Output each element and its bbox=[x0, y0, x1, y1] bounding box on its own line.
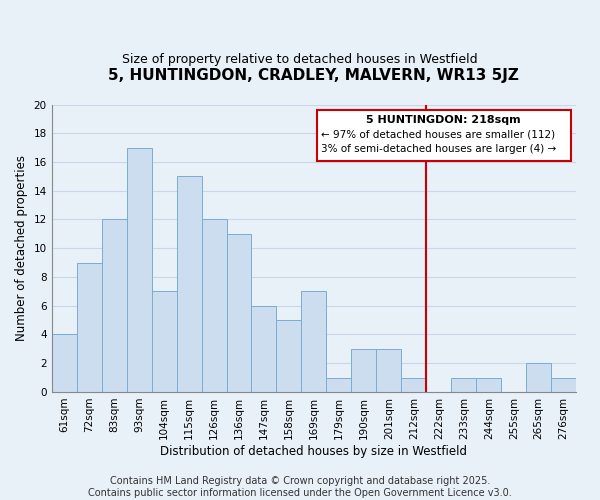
FancyBboxPatch shape bbox=[317, 110, 571, 160]
Text: Contains HM Land Registry data © Crown copyright and database right 2025.
Contai: Contains HM Land Registry data © Crown c… bbox=[88, 476, 512, 498]
Text: ← 97% of detached houses are smaller (112): ← 97% of detached houses are smaller (11… bbox=[321, 130, 555, 140]
Bar bbox=[101, 220, 127, 392]
Bar bbox=[227, 234, 251, 392]
Bar bbox=[352, 349, 376, 392]
X-axis label: Distribution of detached houses by size in Westfield: Distribution of detached houses by size … bbox=[160, 444, 467, 458]
Bar bbox=[202, 220, 227, 392]
Bar bbox=[77, 262, 101, 392]
Bar bbox=[277, 320, 301, 392]
Bar bbox=[326, 378, 352, 392]
Bar bbox=[526, 363, 551, 392]
Bar bbox=[176, 176, 202, 392]
Bar bbox=[52, 334, 77, 392]
Text: Size of property relative to detached houses in Westfield: Size of property relative to detached ho… bbox=[122, 52, 478, 66]
Bar bbox=[401, 378, 427, 392]
Title: 5, HUNTINGDON, CRADLEY, MALVERN, WR13 5JZ: 5, HUNTINGDON, CRADLEY, MALVERN, WR13 5J… bbox=[109, 68, 520, 82]
Text: 5 HUNTINGDON: 218sqm: 5 HUNTINGDON: 218sqm bbox=[367, 116, 521, 126]
Bar bbox=[152, 292, 176, 392]
Bar bbox=[551, 378, 576, 392]
Bar bbox=[451, 378, 476, 392]
Bar bbox=[301, 292, 326, 392]
Bar bbox=[251, 306, 277, 392]
Text: 3% of semi-detached houses are larger (4) →: 3% of semi-detached houses are larger (4… bbox=[321, 144, 556, 154]
Y-axis label: Number of detached properties: Number of detached properties bbox=[15, 155, 28, 341]
Bar bbox=[127, 148, 152, 392]
Bar bbox=[376, 349, 401, 392]
Bar bbox=[476, 378, 501, 392]
